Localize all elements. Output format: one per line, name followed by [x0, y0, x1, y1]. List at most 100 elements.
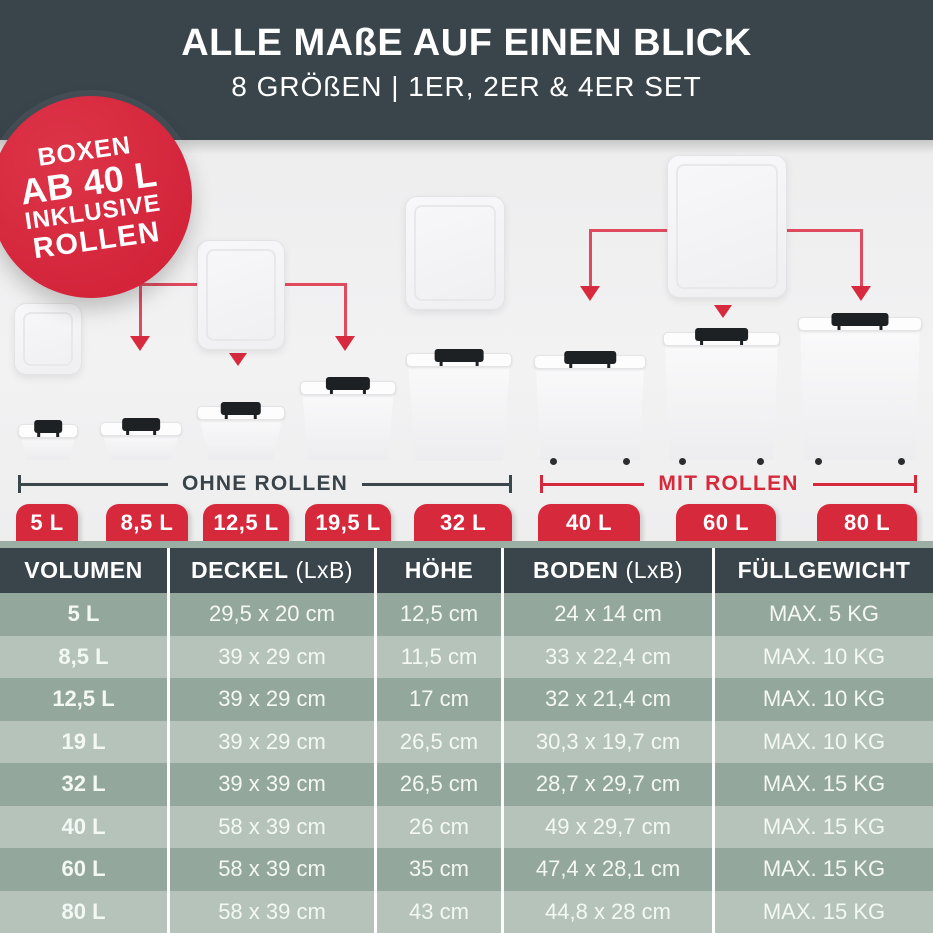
table-row: 40 L 58 x 39 cm 26 cm 49 x 29,7 cm MAX. … [0, 805, 933, 848]
bracket-line [812, 482, 915, 486]
box-8-5l-image [100, 418, 182, 460]
header-banner: ALLE MAßE AUF EINEN BLICK 8 GRÖßEN | 1ER… [0, 0, 933, 140]
box-5l-image [18, 420, 78, 460]
box-handle-icon [434, 349, 484, 366]
bracket-line [362, 482, 510, 486]
table-cell: MAX. 15 KG [712, 848, 933, 891]
table-cell: 58 x 39 cm [167, 890, 374, 933]
table-cell: 47,4 x 28,1 cm [501, 848, 712, 891]
group-label-ohne-rollen: OHNE ROLLEN [181, 472, 349, 495]
table-cell: 30,3 x 19,7 cm [501, 720, 712, 763]
column-label: FÜLLGEWICHT [737, 557, 911, 583]
box-40l-image [534, 351, 646, 465]
column-label: VOLUMEN [24, 557, 143, 583]
table-cell: MAX. 15 KG [712, 763, 933, 806]
table-cell: 39 x 29 cm [167, 635, 374, 678]
arrow-down-icon [851, 286, 871, 301]
table-cell: 58 x 39 cm [167, 805, 374, 848]
dimensions-table: VOLUMEN DECKEL (LxB) HÖHE BODEN (LxB) FÜLL… [0, 548, 933, 933]
box-handle-icon [34, 420, 62, 437]
table-header-cell: HÖHE [374, 548, 501, 593]
table-cell: 39 x 39 cm [167, 763, 374, 806]
wheel-icon [756, 458, 764, 465]
box-handle-icon [564, 351, 616, 368]
promo-badge: BOXEN AB 40 L INKLUSIVE ROLLEN [0, 96, 192, 298]
size-badge-8-5l: 8,5 L [106, 504, 188, 541]
column-unit: (LxB) [625, 557, 683, 583]
bracket-endcap [914, 475, 918, 493]
wheel-icon [897, 458, 905, 465]
table-header-cell: DECKEL (LxB) [167, 548, 374, 593]
table-header-cell: FÜLLGEWICHT [712, 548, 933, 593]
arrow-down-icon [130, 336, 150, 351]
table-cell: 26,5 cm [374, 763, 501, 806]
box-body [800, 326, 920, 460]
table-cell: 24 x 14 cm [501, 593, 712, 636]
box-handle-icon [325, 377, 371, 394]
arrow-down-icon [580, 286, 600, 301]
table-cell: MAX. 10 KG [712, 720, 933, 763]
column-label: DECKEL [190, 557, 289, 583]
wheel-icon [623, 458, 631, 465]
table-cell: MAX. 5 KG [712, 593, 933, 636]
lid-shared-large-image [667, 155, 787, 298]
size-badge-12-5l: 12,5 L [203, 504, 289, 541]
size-badge-5l: 5 L [16, 504, 78, 541]
table-cell: 40 L [61, 813, 106, 839]
bracket-endcap [540, 475, 543, 493]
box-80l-image [798, 313, 922, 465]
connector-line-right-drop2 [860, 229, 863, 286]
column-label: BODEN [532, 557, 619, 583]
table-row: 8,5 L 39 x 29 cm 11,5 cm 33 x 22,4 cm MA… [0, 635, 933, 678]
size-badge-40l: 40 L [538, 504, 640, 541]
table-row: 60 L 58 x 39 cm 35 cm 47,4 x 28,1 cm MAX… [0, 848, 933, 891]
arrow-down-icon [714, 305, 732, 318]
lid-5l-image [14, 303, 82, 375]
wheel-icon [815, 458, 823, 465]
box-handle-icon [220, 402, 262, 419]
table-cell: 35 cm [374, 848, 501, 891]
arrow-down-icon [229, 353, 247, 366]
size-badge-60l: 60 L [676, 504, 776, 541]
connector-line-left-drop1 [139, 283, 142, 336]
box-32l-image [406, 349, 512, 461]
bracket-line [543, 482, 645, 486]
size-badge-32l: 32 L [414, 504, 512, 541]
table-cell: 28,7 x 29,7 cm [501, 763, 712, 806]
table-top-strip [0, 541, 933, 548]
product-stage [0, 140, 933, 541]
table-cell: 5 L [67, 601, 100, 627]
table-cell: 60 L [61, 856, 106, 882]
bracket-endcap [18, 475, 21, 493]
box-body [302, 390, 394, 460]
bracket-line [21, 482, 168, 486]
box-19-5l-image [300, 377, 396, 460]
table-cell: 44,8 x 28 cm [501, 890, 712, 933]
box-body [408, 362, 510, 461]
connector-line-left-drop2 [344, 283, 347, 336]
lid-shared-small-image [197, 240, 285, 350]
box-handle-icon [694, 328, 749, 345]
size-badge-19-5l: 19,5 L [305, 504, 391, 541]
table-cell: 80 L [61, 898, 106, 924]
table-header-cell: BODEN (LxB) [501, 548, 712, 593]
table-cell: 19 L [61, 728, 106, 754]
table-cell: 12,5 cm [374, 593, 501, 636]
table-cell: 32 x 21,4 cm [501, 678, 712, 721]
table-cell: 32 L [61, 771, 106, 797]
table-header-cell: VOLUMEN [0, 548, 167, 593]
page-title: ALLE MAßE AUF EINEN BLICK [181, 22, 752, 64]
table-cell: 17 cm [374, 678, 501, 721]
table-cell: 26 cm [374, 805, 501, 848]
table-header-row: VOLUMEN DECKEL (LxB) HÖHE BODEN (LxB) FÜLL… [0, 548, 933, 593]
table-row: 19 L 39 x 29 cm 26,5 cm 30,3 x 19,7 cm M… [0, 720, 933, 763]
connector-line-right-drop1 [589, 229, 592, 286]
wheel-icon [549, 458, 557, 465]
table-cell: MAX. 15 KG [712, 805, 933, 848]
table-cell: 26,5 cm [374, 720, 501, 763]
box-handle-icon [122, 418, 160, 435]
box-12-5l-image [197, 402, 285, 460]
table-row: 5 L 29,5 x 20 cm 12,5 cm 24 x 14 cm MAX.… [0, 593, 933, 636]
bracket-endcap [509, 475, 513, 493]
